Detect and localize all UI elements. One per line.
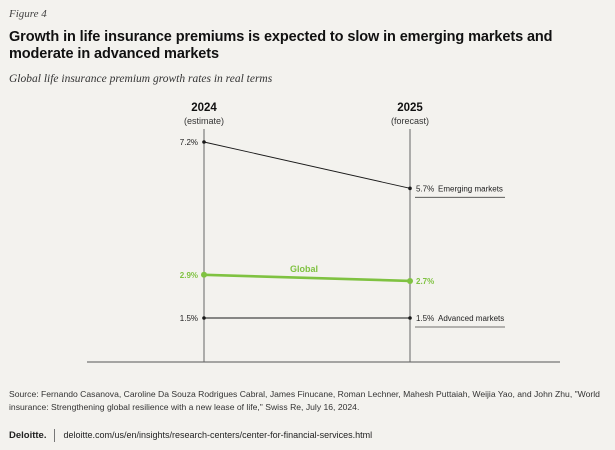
series-name-global: Global bbox=[290, 264, 318, 274]
axis-note-2024: (estimate) bbox=[184, 116, 224, 126]
value-label-emerging-markets-2024: 7.2% bbox=[180, 138, 198, 147]
point-global-2024 bbox=[201, 271, 207, 278]
series-line-global bbox=[203, 273, 411, 283]
point-advanced-markets-2025 bbox=[408, 316, 412, 320]
chart-subtitle: Global life insurance premium growth rat… bbox=[9, 73, 273, 85]
value-label-advanced-markets-2025: 1.5% bbox=[416, 314, 434, 323]
chart-title: Growth in life insurance premiums is exp… bbox=[9, 29, 553, 62]
series-name-advanced-markets: Advanced markets bbox=[438, 314, 504, 323]
point-global-2025 bbox=[407, 277, 413, 284]
value-label-global-2024: 2.9% bbox=[180, 271, 198, 280]
source-note: Source: Fernando Casanova, Caroline Da S… bbox=[9, 389, 600, 412]
value-label-emerging-markets-2025: 5.7% bbox=[416, 184, 434, 193]
value-label-global-2025: 2.7% bbox=[416, 277, 434, 286]
deloitte-logo: Deloitte. bbox=[9, 429, 47, 441]
series-layer: 7.2% 5.7% Emerging markets 2.9% 2.7% Global 1.… bbox=[180, 138, 505, 328]
axis-note-2025: (forecast) bbox=[391, 116, 429, 126]
footer: Deloitte. deloitte.com/us/en/insights/re… bbox=[9, 428, 372, 442]
value-label-advanced-markets-2024: 1.5% bbox=[180, 314, 198, 323]
series-name-emerging-markets: Emerging markets bbox=[438, 184, 503, 193]
point-emerging-markets-2024 bbox=[202, 140, 206, 144]
axis-year-2024: 2024 bbox=[191, 102, 217, 114]
axis-year-2025: 2025 bbox=[397, 102, 423, 114]
footer-divider bbox=[54, 428, 56, 442]
point-advanced-markets-2024 bbox=[202, 316, 206, 320]
figure-label: Figure 4 bbox=[9, 8, 47, 20]
series-line-emerging-markets bbox=[203, 141, 411, 189]
footer-url[interactable]: deloitte.com/us/en/insights/research-cen… bbox=[63, 430, 373, 440]
point-emerging-markets-2025 bbox=[408, 186, 412, 191]
